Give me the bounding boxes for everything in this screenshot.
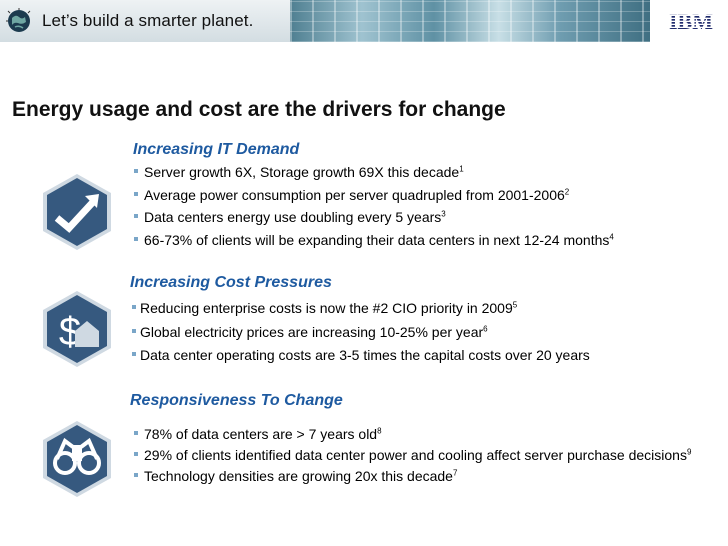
section-heading-responsiveness: Responsiveness To Change bbox=[130, 392, 343, 409]
it-demand-list: Server growth 6X, Storage growth 69X thi… bbox=[132, 164, 614, 249]
item-text: 78% of data centers are > 7 years old bbox=[144, 426, 378, 442]
list-item: 78% of data centers are > 7 years old8 bbox=[132, 426, 704, 443]
list-item: Data centers energy use doubling every 5… bbox=[132, 209, 614, 226]
item-text: Global electricity prices are increasing… bbox=[140, 324, 484, 340]
footnote-ref: 9 bbox=[686, 447, 692, 457]
list-item: 29% of clients identified data center po… bbox=[132, 447, 704, 464]
list-item: Server growth 6X, Storage growth 69X thi… bbox=[132, 164, 614, 181]
footnote-ref: 3 bbox=[441, 209, 446, 219]
tagline: Let’s build a smarter planet. bbox=[42, 11, 254, 30]
ibm-logo: IBM bbox=[669, 10, 713, 32]
dollar-house-icon: $ bbox=[43, 291, 111, 367]
svg-text:IBM: IBM bbox=[669, 10, 713, 32]
footnote-ref: 1 bbox=[459, 164, 464, 174]
section-heading-it-demand: Increasing IT Demand bbox=[133, 141, 300, 158]
header-bar: Let’s build a smarter planet. IBM bbox=[0, 0, 728, 42]
footnote-ref: 8 bbox=[377, 426, 382, 436]
bullet bbox=[134, 169, 138, 173]
list-item: Data center operating costs are 3-5 time… bbox=[130, 347, 590, 364]
footnote-ref: 7 bbox=[452, 468, 458, 478]
globe-icon bbox=[6, 8, 31, 32]
binoculars-icon bbox=[43, 421, 111, 497]
item-text: Data center operating costs are 3-5 time… bbox=[140, 347, 590, 363]
bullet bbox=[134, 473, 138, 477]
list-item: Global electricity prices are increasing… bbox=[130, 324, 590, 341]
bullet bbox=[132, 305, 136, 309]
trend-arrow-icon bbox=[43, 174, 111, 250]
list-item: Reducing enterprise costs is now the #2 … bbox=[130, 300, 590, 317]
item-text: Reducing enterprise costs is now the #2 … bbox=[140, 300, 513, 316]
responsiveness-list: 78% of data centers are > 7 years old8 2… bbox=[132, 426, 704, 485]
item-text: 29% of clients identified data center po… bbox=[144, 447, 687, 463]
bullet bbox=[132, 329, 136, 333]
list-item: Average power consumption per server qua… bbox=[132, 187, 614, 204]
list-item: Technology densities are growing 20x thi… bbox=[132, 468, 704, 485]
bullet bbox=[134, 214, 138, 218]
item-text: Technology densities are growing 20x thi… bbox=[144, 468, 453, 484]
footnote-ref: 4 bbox=[609, 232, 614, 242]
list-item: 66-73% of clients will be expanding thei… bbox=[132, 232, 614, 249]
footnote-ref: 2 bbox=[564, 187, 570, 197]
datacenter-photo bbox=[290, 0, 650, 42]
slide-title: Energy usage and cost are the drivers fo… bbox=[12, 98, 506, 121]
bullet bbox=[132, 352, 136, 356]
bullet bbox=[134, 452, 138, 456]
item-text: 66-73% of clients will be expanding thei… bbox=[144, 232, 610, 248]
item-text: Server growth 6X, Storage growth 69X thi… bbox=[144, 164, 460, 180]
bullet bbox=[134, 237, 138, 241]
cost-pressures-list: Reducing enterprise costs is now the #2 … bbox=[130, 300, 590, 364]
bullet bbox=[134, 431, 138, 435]
tagline-banner: Let’s build a smarter planet. bbox=[0, 0, 290, 42]
section-heading-cost-pressures: Increasing Cost Pressures bbox=[130, 274, 332, 291]
item-text: Data centers energy use doubling every 5… bbox=[144, 209, 442, 225]
item-text: Average power consumption per server qua… bbox=[144, 187, 565, 203]
footnote-ref: 5 bbox=[512, 300, 518, 310]
footnote-ref: 6 bbox=[483, 324, 488, 334]
bullet bbox=[134, 192, 138, 196]
